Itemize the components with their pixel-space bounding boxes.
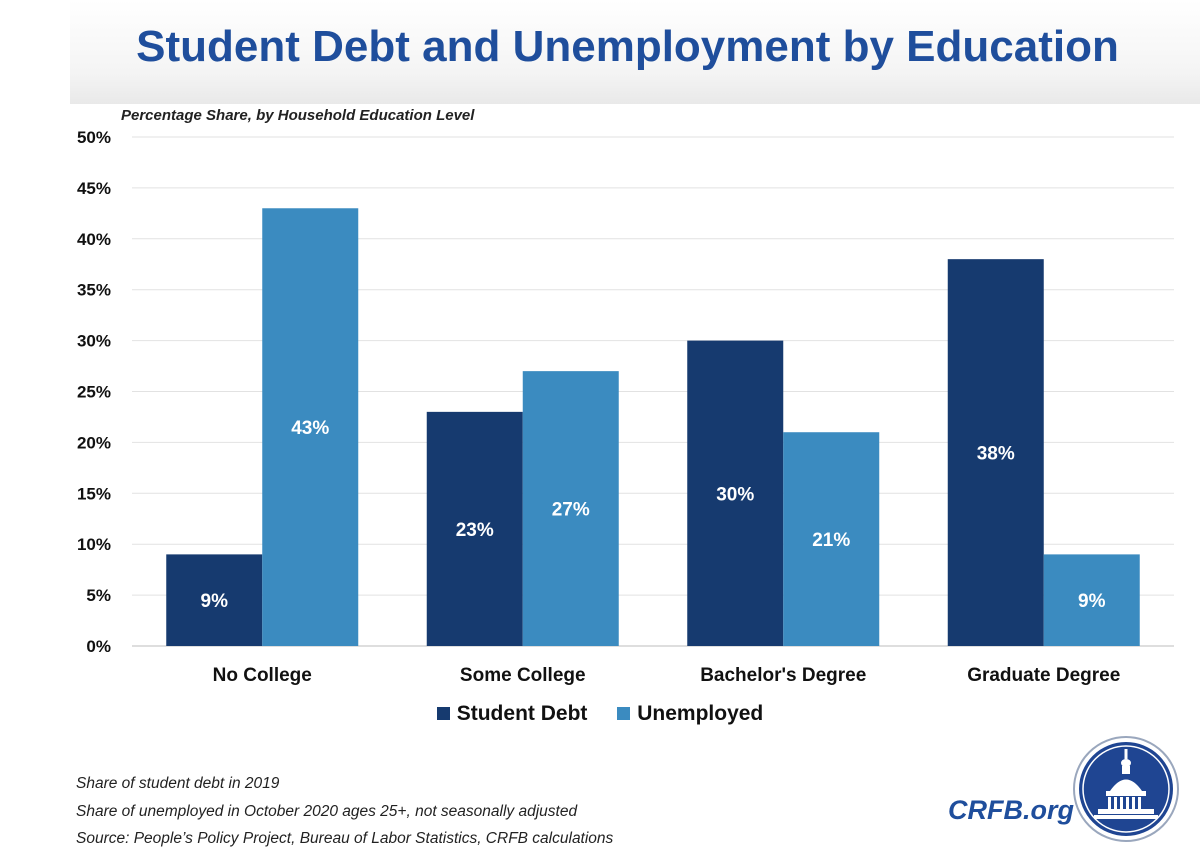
- chart-title: Student Debt and Unemployment by Educati…: [136, 22, 1119, 71]
- bar: [783, 432, 880, 646]
- bar: [522, 371, 619, 646]
- footnote-source: Source: People’s Policy Project, Bureau …: [76, 830, 614, 847]
- y-tick-label: 10%: [77, 535, 111, 554]
- bar: [947, 259, 1044, 646]
- bar-chart: 0% 5% 10% 15% 20% 25% 30% 35% 40% 45% 50% 9% 43% No C…: [77, 128, 1174, 686]
- bar-value-label: 23%: [456, 520, 494, 541]
- y-tick-label: 50%: [77, 128, 111, 147]
- legend-swatch-student-debt: [436, 707, 450, 720]
- bar: [687, 340, 784, 646]
- x-category-label: Graduate Degree: [967, 665, 1120, 686]
- y-tick-label: 40%: [77, 230, 111, 249]
- y-tick-label: 5%: [86, 586, 111, 605]
- y-tick-label: 30%: [77, 332, 111, 351]
- x-category-label: Bachelor's Degree: [700, 665, 866, 686]
- legend: Student Debt Unemployed: [0, 702, 1200, 726]
- bar-value-label: 9%: [1078, 591, 1106, 612]
- footnote-student-debt: Share of student debt in 2019: [76, 775, 280, 792]
- bar: [166, 554, 263, 646]
- bar-value-label: 27%: [552, 500, 590, 521]
- y-tick-label: 35%: [77, 281, 111, 300]
- bar: [1043, 554, 1140, 646]
- footnote-unemployed: Share of unemployed in October 2020 ages…: [76, 802, 578, 820]
- legend-item-unemployed: Unemployed: [617, 702, 763, 726]
- legend-label-student-debt: Student Debt: [456, 702, 588, 725]
- bar-value-label: 43%: [291, 418, 329, 439]
- bar: [262, 208, 359, 646]
- y-tick-label: 0%: [86, 637, 111, 656]
- legend-item-student-debt: Student Debt: [436, 702, 588, 726]
- x-category-label: Some College: [460, 665, 586, 686]
- y-tick-label: 15%: [77, 484, 111, 503]
- x-category-label: No College: [213, 665, 312, 686]
- bar-value-label: 21%: [812, 530, 850, 551]
- bar: [426, 411, 523, 646]
- legend-label-unemployed: Unemployed: [637, 702, 764, 725]
- capitol-dome-seal-icon: [1073, 736, 1179, 842]
- bar-value-label: 9%: [201, 591, 229, 612]
- bar-value-label: 38%: [977, 444, 1015, 465]
- title-band: [70, 0, 1200, 104]
- legend-swatch-unemployed: [617, 707, 631, 720]
- y-tick-label: 45%: [77, 179, 111, 198]
- footnotes: Share of student debt in 2019 Share of u…: [76, 770, 613, 853]
- y-tick-label: 20%: [77, 433, 111, 452]
- brand-link[interactable]: CRFB.org: [948, 795, 1074, 825]
- bar-value-label: 30%: [716, 484, 754, 505]
- y-tick-label: 25%: [77, 383, 111, 402]
- chart-subtitle: Percentage Share, by Household Education…: [121, 107, 475, 124]
